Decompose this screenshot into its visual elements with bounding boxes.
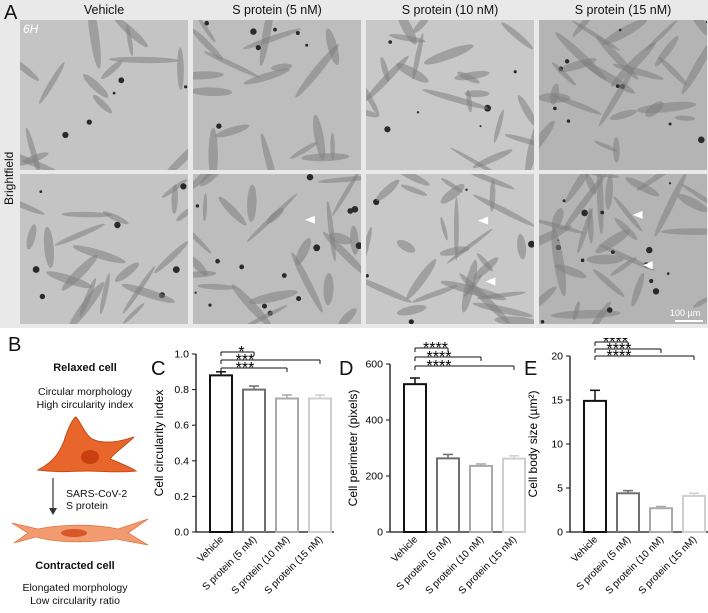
column-header-s5: S protein (5 nM) bbox=[193, 2, 361, 18]
significance-label: *** bbox=[236, 360, 255, 377]
arrow-label-2: S protein bbox=[66, 500, 109, 512]
micrograph-tile bbox=[539, 20, 707, 170]
contracted-desc-1: Elongated morphology bbox=[22, 582, 128, 594]
micrograph-tile bbox=[539, 174, 707, 324]
bar bbox=[682, 494, 706, 533]
y-tick-label: 0.6 bbox=[174, 420, 189, 432]
y-tick-label: 15 bbox=[551, 395, 563, 407]
bar bbox=[649, 507, 673, 534]
significance-label: **** bbox=[607, 348, 632, 365]
bar bbox=[242, 388, 266, 533]
x-tick-label: S protein (10 nM) bbox=[424, 534, 486, 596]
y-tick-label: 400 bbox=[365, 415, 383, 427]
y-axis-label: Cell circularity index bbox=[152, 390, 166, 497]
x-tick-label: S protein (15 nM) bbox=[457, 534, 519, 596]
micrograph-tile bbox=[366, 174, 534, 324]
bar bbox=[502, 457, 526, 533]
micrograph-tile bbox=[193, 174, 361, 324]
contracted-cell-illustration bbox=[11, 518, 149, 546]
x-tick-label: S protein (10 nM) bbox=[230, 534, 292, 596]
micrograph-tile bbox=[366, 20, 534, 170]
panel-a-letter: A bbox=[4, 2, 18, 24]
micrograph-tile bbox=[20, 20, 188, 170]
bar bbox=[308, 397, 332, 533]
y-tick-label: 0.2 bbox=[174, 491, 189, 503]
y-tick-label: 0 bbox=[557, 527, 563, 539]
y-tick-label: 0.8 bbox=[174, 384, 189, 396]
y-tick-label: 0.0 bbox=[174, 527, 189, 539]
chart-perimeter: 0 200 400 600 Cell perimeter (pixels) Vehicle… bbox=[346, 340, 526, 597]
bar bbox=[403, 383, 427, 533]
relaxed-desc-2: High circularity index bbox=[36, 399, 134, 411]
x-tick-label: Vehicle bbox=[570, 534, 601, 565]
relaxed-cell-illustration bbox=[36, 416, 138, 473]
significance-label: **** bbox=[423, 340, 448, 357]
x-tick-label: Vehicle bbox=[390, 534, 421, 565]
bar bbox=[616, 492, 640, 533]
x-tick-label: S protein (10 nM) bbox=[604, 534, 666, 596]
significance-label: *** bbox=[236, 352, 255, 369]
y-tick-label: 10 bbox=[551, 439, 563, 451]
panel-e-letter: E bbox=[524, 358, 538, 380]
x-tick-label: S protein (15 nM) bbox=[637, 534, 699, 596]
contracted-desc-2: Low circularity ratio bbox=[30, 595, 120, 607]
y-tick-label: 600 bbox=[365, 359, 383, 371]
y-tick-label: 20 bbox=[551, 351, 563, 363]
significance-label: * bbox=[238, 344, 244, 361]
column-header-s15: S protein (15 nM) bbox=[539, 2, 707, 18]
bar bbox=[275, 397, 299, 533]
significance-label: **** bbox=[427, 349, 452, 366]
micrograph-tile bbox=[20, 174, 188, 324]
relaxed-desc-1: Circular morphology bbox=[38, 386, 132, 398]
y-tick-label: 1.0 bbox=[174, 349, 189, 361]
time-label: 6H bbox=[23, 22, 39, 36]
significance-label: **** bbox=[607, 341, 632, 358]
column-header-vehicle: Vehicle bbox=[20, 2, 188, 18]
column-header-s10: S protein (10 nM) bbox=[366, 2, 534, 18]
significance-label: **** bbox=[427, 358, 452, 375]
bar bbox=[209, 374, 233, 533]
contracted-title: Contracted cell bbox=[35, 560, 115, 572]
relaxed-title: Relaxed cell bbox=[53, 362, 117, 374]
y-tick-label: 0 bbox=[377, 527, 383, 539]
panel-d-letter: D bbox=[339, 358, 354, 380]
bar bbox=[469, 464, 493, 533]
y-tick-label: 200 bbox=[365, 471, 383, 483]
x-tick-label: S protein (15 nM) bbox=[263, 534, 325, 596]
bar bbox=[583, 399, 607, 533]
significance-label: **** bbox=[603, 338, 628, 351]
bar bbox=[436, 457, 460, 533]
y-axis-label: Cell body size (µm²) bbox=[526, 391, 540, 498]
panel-b-letter: B bbox=[8, 334, 22, 356]
panel-c-letter: C bbox=[151, 358, 166, 380]
arrow-label-1: SARS-CoV-2 bbox=[66, 488, 128, 500]
panel-a: A Vehicle S protein (5 nM) S protein (10… bbox=[0, 0, 708, 328]
chart-circularity: 0.0 0.2 0.4 0.6 0.8 1.0 Cell circularity index… bbox=[152, 344, 334, 597]
y-axis-label: Cell perimeter (pixels) bbox=[346, 390, 360, 507]
scalebar-label: 100 µm bbox=[670, 308, 701, 318]
scalebar bbox=[675, 320, 703, 322]
x-tick-label: Vehicle bbox=[196, 534, 227, 565]
y-tick-label: 5 bbox=[557, 483, 563, 495]
y-tick-label: 0.4 bbox=[174, 455, 189, 467]
row-label-brightfield: Brightfield bbox=[2, 151, 16, 205]
arrow-down bbox=[49, 478, 57, 515]
micrograph-tile bbox=[193, 20, 361, 170]
